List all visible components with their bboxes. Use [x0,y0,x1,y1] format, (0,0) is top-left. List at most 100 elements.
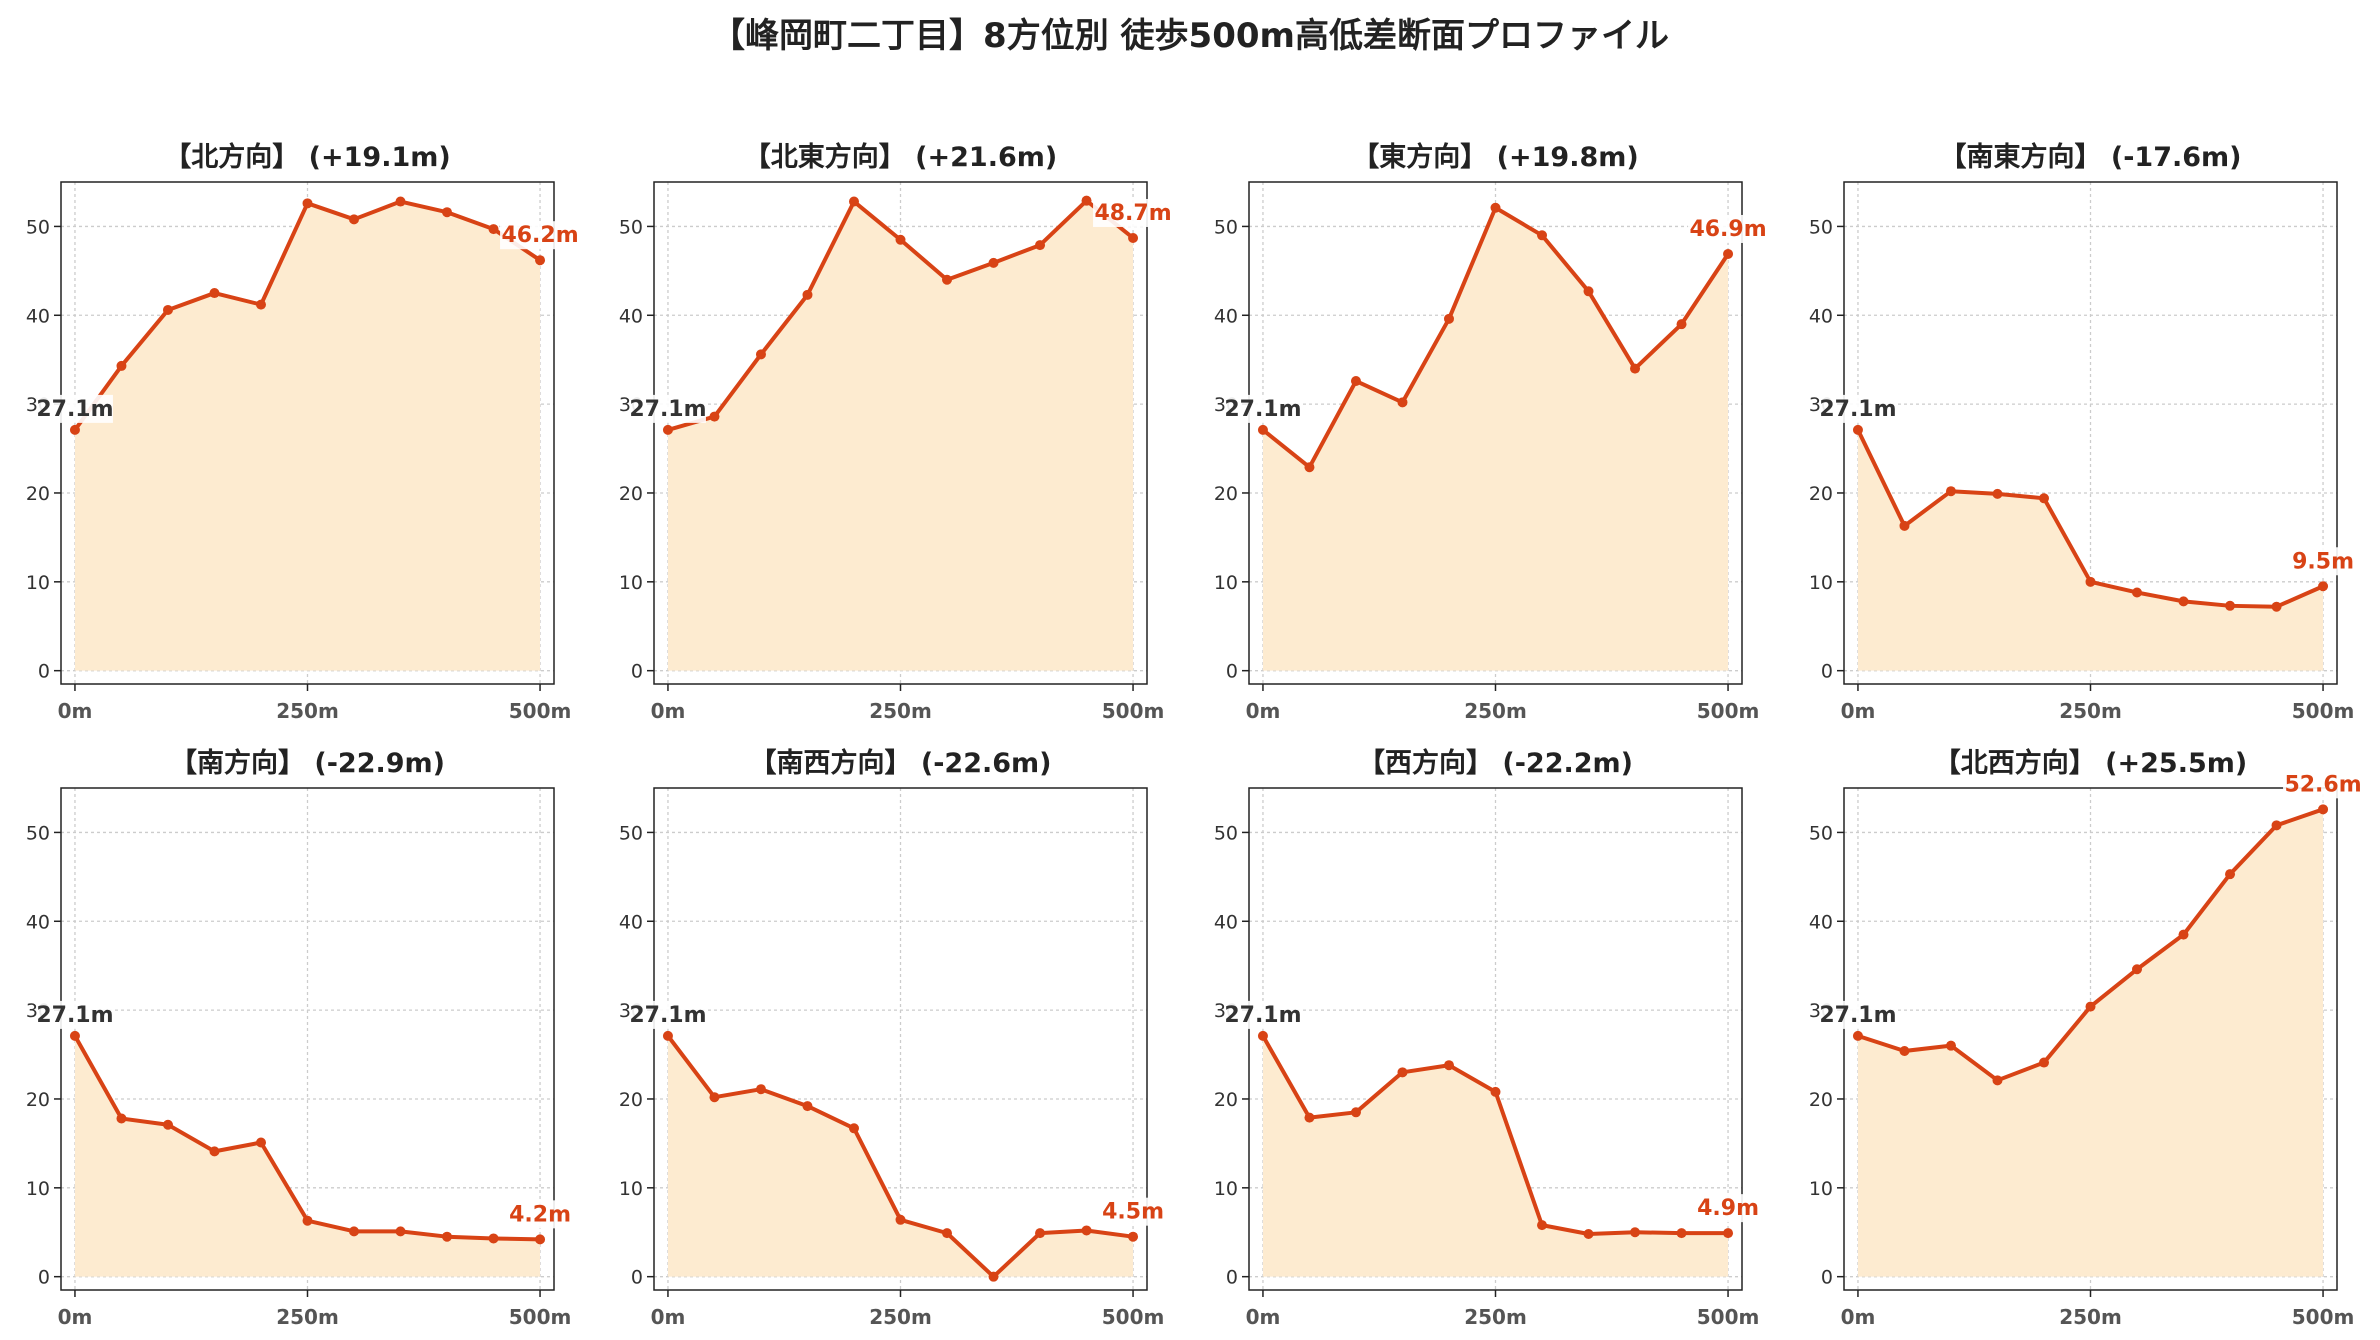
start-elevation-label: 27.1m [1819,397,1896,422]
data-point [116,1113,127,1124]
data-point [2178,596,2189,607]
start-elevation-label: 27.1m [36,1003,113,1028]
data-point [1583,1229,1594,1240]
start-elevation-label: 27.1m [1224,397,1301,422]
panel-title: 【東方向】 (+19.8m) [1352,141,1638,173]
y-tick-label: 20 [26,1089,50,1111]
end-elevation-label: 46.9m [1689,217,1766,242]
data-point [895,234,906,245]
data-point [2085,1001,2096,1012]
data-point [755,349,766,360]
elevation-panel-5: 【南方向】 (-22.9m)010203040500m250m500m27.1m… [26,747,581,1329]
data-point [116,360,127,371]
data-point [1537,1220,1548,1231]
start-elevation-label: 27.1m [36,397,113,422]
start-label-box [1819,1000,1896,1029]
panel-title: 【西方向】 (-22.2m) [1358,747,1633,779]
end-elevation-label: 4.9m [1697,1196,1759,1221]
panel-title: 【北西方向】 (+25.5m) [1934,747,2247,779]
data-point [1945,486,1956,497]
y-tick-label: 50 [26,822,50,844]
y-tick-label: 10 [619,572,643,594]
panel-title: 【南方向】 (-22.9m) [170,747,445,779]
y-tick-label: 0 [1226,661,1238,683]
y-tick-label: 10 [1809,1178,1833,1200]
data-point [162,304,173,315]
y-tick-label: 0 [38,1267,50,1289]
x-tick-label: 250m [869,1305,932,1329]
elevation-area [667,200,1134,671]
data-point [755,1084,766,1095]
data-point [2271,601,2282,612]
x-tick-label: 0m [1841,699,1876,723]
y-tick-label: 40 [1214,305,1238,327]
y-tick-label: 10 [26,572,50,594]
end-elevation-label: 52.6m [2284,772,2361,797]
y-tick-label: 50 [1214,822,1238,844]
elevation-area [1857,429,2324,671]
end-label-box [2283,770,2364,799]
x-tick-label: 500m [509,1305,572,1329]
data-point [1676,1228,1687,1239]
data-point [1397,397,1408,408]
data-point [848,196,859,207]
y-tick-label: 0 [1821,1267,1833,1289]
data-point [1899,520,1910,531]
data-point [1443,313,1454,324]
x-tick-label: 500m [1102,1305,1165,1329]
data-point [395,196,406,207]
data-point [255,1137,266,1148]
y-tick-label: 20 [26,483,50,505]
start-elevation-label: 27.1m [1819,1003,1896,1028]
data-point [1128,1231,1139,1242]
x-tick-label: 250m [2059,699,2122,723]
end-label-box [1688,214,1769,243]
end-elevation-label: 4.2m [509,1202,571,1227]
y-tick-label: 50 [1809,822,1833,844]
data-point [1350,1107,1361,1118]
x-tick-label: 500m [2292,699,2355,723]
y-tick-label: 50 [1214,216,1238,238]
data-point [802,289,813,300]
data-point [2132,964,2143,975]
start-label-box [1224,1000,1301,1029]
data-point [1583,286,1594,297]
data-point [1128,232,1139,243]
y-tick-label: 20 [619,1089,643,1111]
data-point [1992,488,2003,499]
y-tick-label: 0 [1821,661,1833,683]
end-label-box [2283,547,2364,576]
data-point [1537,230,1548,241]
y-tick-label: 20 [1809,483,1833,505]
data-point [442,207,453,218]
data-point [1035,1228,1046,1239]
y-tick-label: 10 [1214,572,1238,594]
x-tick-label: 0m [651,699,686,723]
data-point [395,1226,406,1237]
data-point [2178,929,2189,940]
y-tick-label: 10 [619,1178,643,1200]
start-label-box [629,1000,706,1029]
panel-title: 【南西方向】 (-22.6m) [749,747,1051,779]
x-tick-label: 250m [869,699,932,723]
data-point [2038,1057,2049,1068]
figure-title: 【峰岡町二丁目】8方位別 徒歩500m高低差断面プロファイル [711,16,1669,56]
data-point [802,1101,813,1112]
data-point [662,424,673,435]
y-tick-label: 40 [619,911,643,933]
y-tick-label: 50 [619,216,643,238]
data-point [1443,1060,1454,1071]
y-tick-label: 0 [631,1267,643,1289]
data-point [442,1231,453,1242]
y-tick-label: 20 [1214,483,1238,505]
elevation-area [1262,207,1729,671]
data-point [942,1228,953,1239]
data-point [2038,493,2049,504]
data-point [988,1271,999,1282]
y-tick-label: 10 [26,1178,50,1200]
y-tick-label: 20 [619,483,643,505]
y-tick-label: 50 [1809,216,1833,238]
end-label-box [1093,1197,1174,1226]
elevation-panel-6: 【南西方向】 (-22.6m)010203040500m250m500m27.1… [619,747,1174,1329]
data-point [942,274,953,285]
